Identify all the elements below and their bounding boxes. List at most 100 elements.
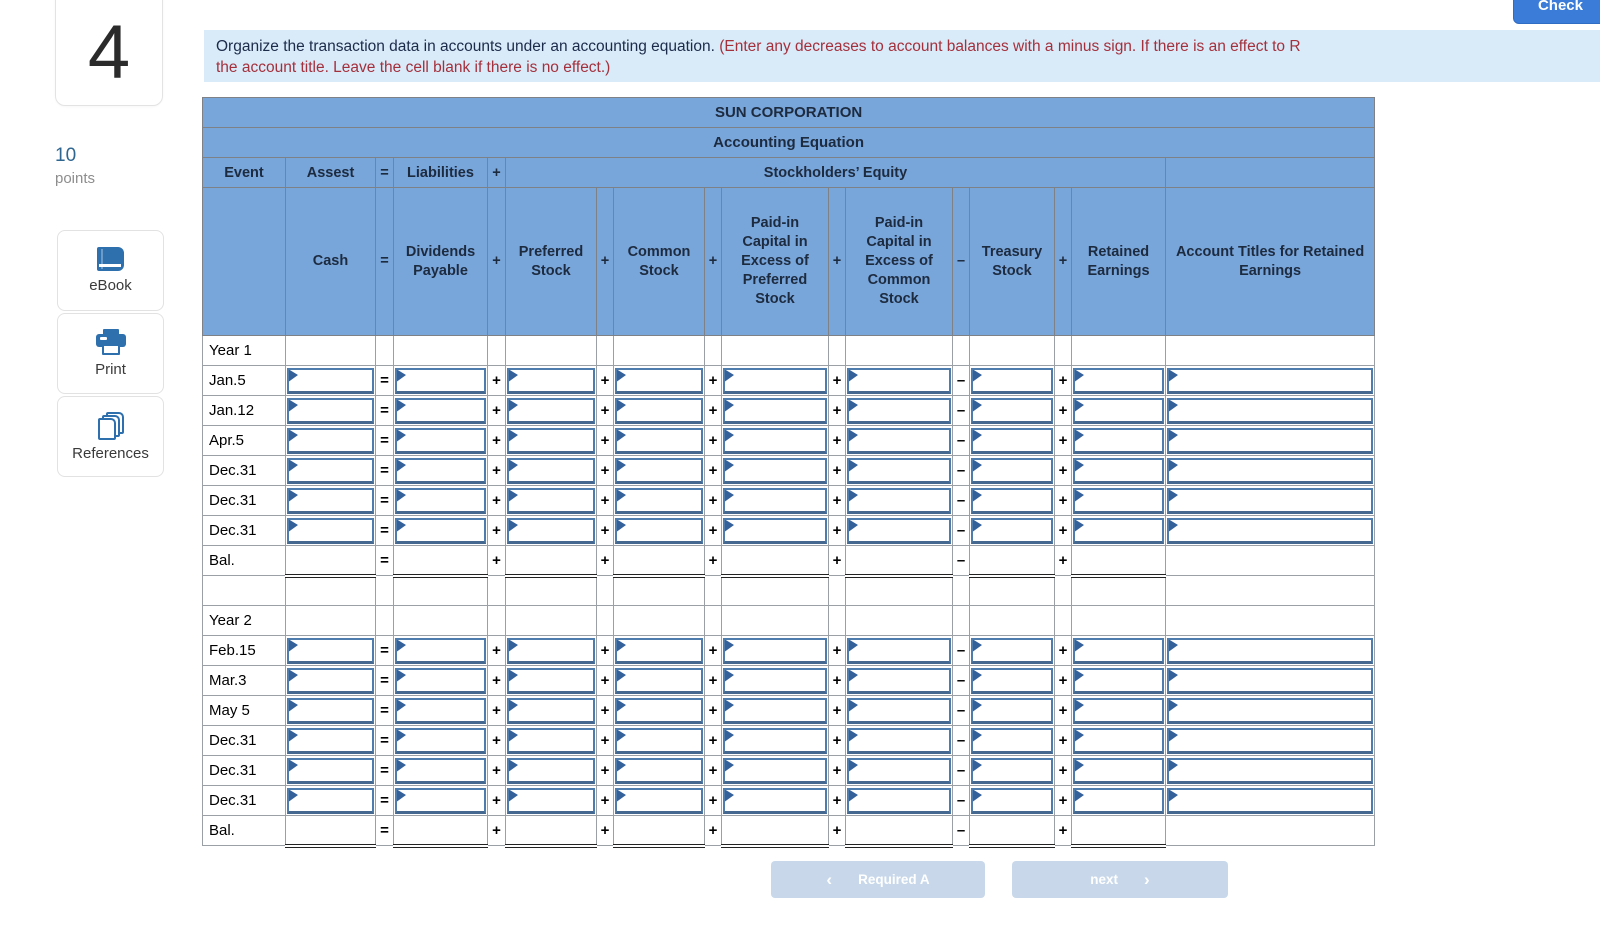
input-jan5-dividends-payable[interactable] xyxy=(397,369,484,391)
input-dec31-cash[interactable] xyxy=(289,519,372,541)
input-may5-preferred-stock[interactable] xyxy=(509,699,593,721)
input-jan5-common-stock[interactable] xyxy=(617,369,701,391)
input-jan12-treasury-stock[interactable] xyxy=(973,399,1051,421)
input-dec31-cash[interactable] xyxy=(289,789,372,811)
input-feb15-paid-in-capital-common[interactable] xyxy=(849,639,949,661)
sidebar-item-references[interactable]: References xyxy=(57,396,164,477)
input-jan12-cash[interactable] xyxy=(289,399,372,421)
input-feb15-cash[interactable] xyxy=(289,639,372,661)
input-dec31-common-stock[interactable] xyxy=(617,789,701,811)
input-dec31-preferred-stock[interactable] xyxy=(509,519,593,541)
input-jan5-paid-in-capital-common[interactable] xyxy=(849,369,949,391)
input-dec31-paid-in-capital-preferred[interactable] xyxy=(725,729,825,751)
input-dec31-paid-in-capital-preferred[interactable] xyxy=(725,759,825,781)
input-may5-account-titles[interactable] xyxy=(1169,699,1372,721)
input-may5-retained-earnings[interactable] xyxy=(1075,699,1162,721)
input-jan12-dividends-payable[interactable] xyxy=(397,399,484,421)
input-may5-paid-in-capital-common[interactable] xyxy=(849,699,949,721)
input-mar3-paid-in-capital-preferred[interactable] xyxy=(725,669,825,691)
input-feb15-dividends-payable[interactable] xyxy=(397,639,484,661)
input-feb15-retained-earnings[interactable] xyxy=(1075,639,1162,661)
input-mar3-dividends-payable[interactable] xyxy=(397,669,484,691)
input-feb15-account-titles[interactable] xyxy=(1169,639,1372,661)
input-dec31-preferred-stock[interactable] xyxy=(509,489,593,511)
required-a-button[interactable]: ‹ Required A xyxy=(771,861,985,898)
input-apr5-common-stock[interactable] xyxy=(617,429,701,451)
input-dec31-treasury-stock[interactable] xyxy=(973,459,1051,481)
input-jan12-account-titles[interactable] xyxy=(1169,399,1372,421)
input-mar3-account-titles[interactable] xyxy=(1169,669,1372,691)
input-dec31-treasury-stock[interactable] xyxy=(973,759,1051,781)
check-button[interactable]: Check xyxy=(1512,0,1600,24)
input-dec31-common-stock[interactable] xyxy=(617,759,701,781)
input-dec31-paid-in-capital-common[interactable] xyxy=(849,759,949,781)
input-may5-paid-in-capital-preferred[interactable] xyxy=(725,699,825,721)
input-dec31-preferred-stock[interactable] xyxy=(509,759,593,781)
input-dec31-dividends-payable[interactable] xyxy=(397,459,484,481)
input-dec31-cash[interactable] xyxy=(289,759,372,781)
input-dec31-account-titles[interactable] xyxy=(1169,519,1372,541)
input-apr5-account-titles[interactable] xyxy=(1169,429,1372,451)
input-dec31-common-stock[interactable] xyxy=(617,519,701,541)
input-feb15-paid-in-capital-preferred[interactable] xyxy=(725,639,825,661)
input-dec31-dividends-payable[interactable] xyxy=(397,519,484,541)
input-dec31-paid-in-capital-preferred[interactable] xyxy=(725,459,825,481)
input-dec31-paid-in-capital-common[interactable] xyxy=(849,489,949,511)
input-may5-cash[interactable] xyxy=(289,699,372,721)
input-mar3-common-stock[interactable] xyxy=(617,669,701,691)
input-dec31-account-titles[interactable] xyxy=(1169,459,1372,481)
input-dec31-paid-in-capital-common[interactable] xyxy=(849,519,949,541)
input-dec31-treasury-stock[interactable] xyxy=(973,489,1051,511)
input-dec31-cash[interactable] xyxy=(289,729,372,751)
input-dec31-account-titles[interactable] xyxy=(1169,789,1372,811)
input-dec31-paid-in-capital-common[interactable] xyxy=(849,729,949,751)
input-mar3-preferred-stock[interactable] xyxy=(509,669,593,691)
input-may5-dividends-payable[interactable] xyxy=(397,699,484,721)
input-dec31-dividends-payable[interactable] xyxy=(397,759,484,781)
input-jan5-cash[interactable] xyxy=(289,369,372,391)
input-dec31-dividends-payable[interactable] xyxy=(397,789,484,811)
input-dec31-paid-in-capital-preferred[interactable] xyxy=(725,519,825,541)
input-dec31-cash[interactable] xyxy=(289,459,372,481)
input-dec31-paid-in-capital-preferred[interactable] xyxy=(725,789,825,811)
input-dec31-paid-in-capital-common[interactable] xyxy=(849,459,949,481)
input-dec31-preferred-stock[interactable] xyxy=(509,729,593,751)
input-feb15-common-stock[interactable] xyxy=(617,639,701,661)
input-mar3-retained-earnings[interactable] xyxy=(1075,669,1162,691)
input-may5-treasury-stock[interactable] xyxy=(973,699,1051,721)
input-dec31-retained-earnings[interactable] xyxy=(1075,759,1162,781)
input-dec31-common-stock[interactable] xyxy=(617,489,701,511)
input-dec31-account-titles[interactable] xyxy=(1169,759,1372,781)
input-jan12-retained-earnings[interactable] xyxy=(1075,399,1162,421)
input-mar3-cash[interactable] xyxy=(289,669,372,691)
input-apr5-paid-in-capital-common[interactable] xyxy=(849,429,949,451)
input-apr5-retained-earnings[interactable] xyxy=(1075,429,1162,451)
input-jan5-treasury-stock[interactable] xyxy=(973,369,1051,391)
input-dec31-paid-in-capital-preferred[interactable] xyxy=(725,489,825,511)
input-jan12-common-stock[interactable] xyxy=(617,399,701,421)
input-dec31-treasury-stock[interactable] xyxy=(973,729,1051,751)
input-jan12-paid-in-capital-common[interactable] xyxy=(849,399,949,421)
input-dec31-preferred-stock[interactable] xyxy=(509,459,593,481)
input-apr5-dividends-payable[interactable] xyxy=(397,429,484,451)
input-apr5-treasury-stock[interactable] xyxy=(973,429,1051,451)
input-feb15-treasury-stock[interactable] xyxy=(973,639,1051,661)
input-apr5-paid-in-capital-preferred[interactable] xyxy=(725,429,825,451)
input-jan5-retained-earnings[interactable] xyxy=(1075,369,1162,391)
input-jan12-preferred-stock[interactable] xyxy=(509,399,593,421)
input-dec31-dividends-payable[interactable] xyxy=(397,489,484,511)
input-dec31-paid-in-capital-common[interactable] xyxy=(849,789,949,811)
input-dec31-account-titles[interactable] xyxy=(1169,489,1372,511)
input-dec31-treasury-stock[interactable] xyxy=(973,789,1051,811)
input-jan12-paid-in-capital-preferred[interactable] xyxy=(725,399,825,421)
input-dec31-retained-earnings[interactable] xyxy=(1075,729,1162,751)
input-dec31-common-stock[interactable] xyxy=(617,729,701,751)
input-dec31-cash[interactable] xyxy=(289,489,372,511)
input-jan5-preferred-stock[interactable] xyxy=(509,369,593,391)
input-mar3-paid-in-capital-common[interactable] xyxy=(849,669,949,691)
input-dec31-account-titles[interactable] xyxy=(1169,729,1372,751)
input-dec31-retained-earnings[interactable] xyxy=(1075,519,1162,541)
sidebar-item-ebook[interactable]: eBook xyxy=(57,230,164,311)
next-button[interactable]: next › xyxy=(1012,861,1228,898)
input-dec31-retained-earnings[interactable] xyxy=(1075,789,1162,811)
